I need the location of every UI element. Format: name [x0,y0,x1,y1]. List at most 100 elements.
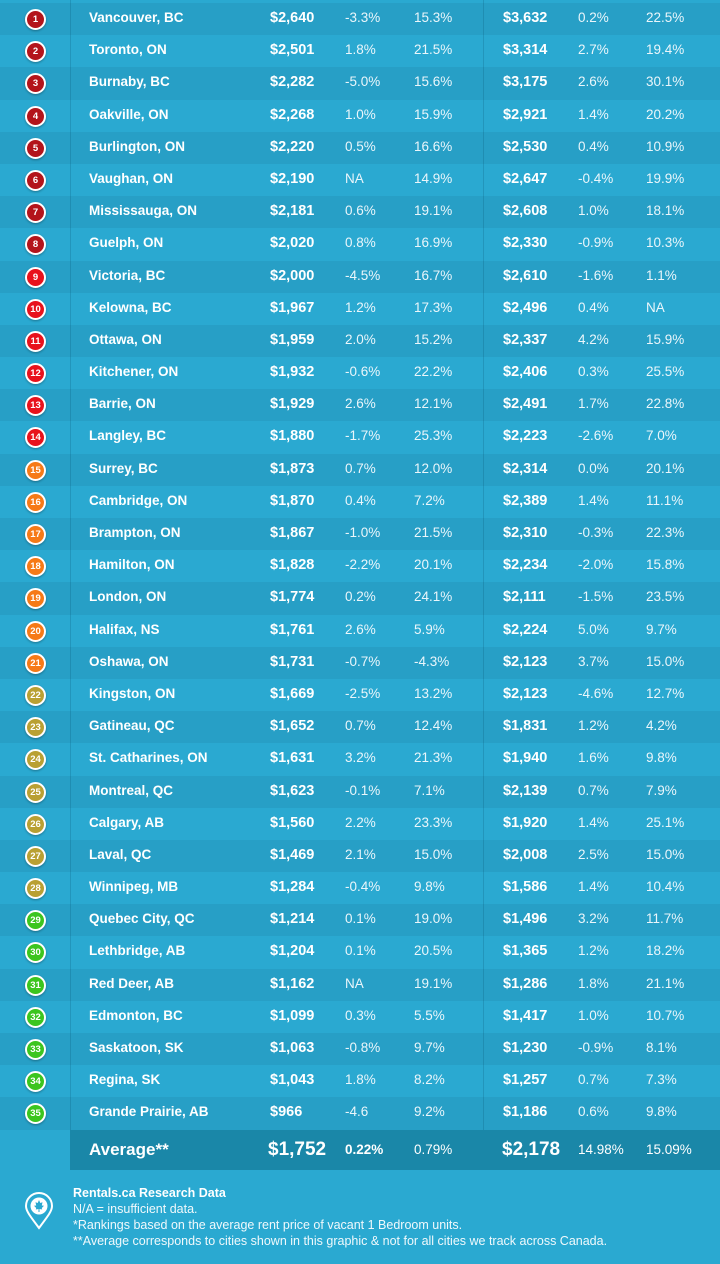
table-row: 22 Kingston, ON $1,669 -2.5% 13.2% $2,123 -4.6… [0,678,720,712]
table-row: 31 Red Deer, AB $1,162 NA 19.1% $1,286 1.8% 21.… [0,968,720,1001]
one-bedroom-monthly-change: -2.5% [345,685,381,701]
table-row: 18 Hamilton, ON $1,828 -2.2% 20.1% $2,234 -2.0… [0,550,720,583]
two-bedroom-price: $2,608 [503,203,548,220]
two-bedroom-yearly-change: 19.4% [646,42,685,58]
one-bedroom-monthly-change: 1.8% [345,1072,376,1088]
one-bedroom-price: $1,469 [270,846,315,863]
one-bedroom-price: $1,284 [270,879,315,896]
rank-badge: 28 [25,878,46,900]
two-bedroom-monthly-change: 1.2% [578,718,609,734]
two-bedroom-price: $2,406 [503,364,548,381]
rank-badge: 34 [25,1071,46,1093]
city-name: Burnaby, BC [89,74,170,90]
one-bedroom-yearly-change: 24.1% [414,589,453,605]
table-row: 21 Oshawa, ON $1,731 -0.7% -4.3% $2,123 3.7% 15… [0,646,720,679]
city-name: Montreal, QC [89,782,174,798]
rank-badge: 21 [25,652,46,674]
one-bedroom-monthly-change: 0.3% [345,1007,376,1023]
footer-notes: Rentals.ca Research Data N/A = insuffici… [73,1185,607,1249]
two-bedroom-price: $3,175 [503,74,548,91]
table-row: 26 Calgary, AB $1,560 2.2% 23.3% $1,920 1.4% 25… [0,807,720,840]
city-name: St. Catharines, ON [89,750,208,766]
average-2br-monthly: 14.98% [578,1142,624,1157]
one-bedroom-price: $1,214 [270,911,315,928]
one-bedroom-price: $966 [270,1104,303,1121]
one-bedroom-price: $1,932 [270,364,315,381]
rank-badge: 9 [25,266,46,288]
one-bedroom-yearly-change: 5.9% [414,621,445,637]
one-bedroom-yearly-change: -4.3% [414,653,450,669]
rank-badge: 10 [25,298,46,320]
table-row: 2 Toronto, ON $2,501 1.8% 21.5% $3,314 2.7% 19.… [0,35,720,68]
table-row: 23 Gatineau, QC $1,652 0.7% 12.4% $1,831 1.2% 4… [0,711,720,744]
city-name: Grande Prairie, AB [89,1104,209,1120]
rank-badge: 13 [25,395,46,417]
one-bedroom-yearly-change: 20.1% [414,557,453,573]
map-pin-maple-leaf-icon [24,1192,54,1230]
table-row: 9 Victoria, BC $2,000 -4.5% 16.7% $2,610 -1.6%… [0,260,720,293]
one-bedroom-price: $1,967 [270,299,315,316]
rank-badge: 19 [25,588,46,610]
city-name: Gatineau, QC [89,718,175,734]
two-bedroom-price: $1,230 [503,1040,548,1056]
two-bedroom-yearly-change: 9.8% [646,750,677,766]
one-bedroom-yearly-change: 19.1% [414,203,453,219]
city-name: Mississauga, ON [89,203,198,219]
two-bedroom-monthly-change: -0.9% [578,1040,614,1055]
one-bedroom-price: $1,204 [270,943,315,960]
two-bedroom-price: $1,831 [503,718,548,735]
two-bedroom-yearly-change: 19.9% [646,170,685,186]
one-bedroom-yearly-change: 21.3% [414,750,453,766]
rank-badge: 16 [25,491,46,513]
table-row: 25 Montreal, QC $1,623 -0.1% 7.1% $2,139 0.7% 7… [0,775,720,808]
city-name: Brampton, ON [89,525,181,540]
two-bedroom-yearly-change: 7.3% [646,1072,677,1088]
one-bedroom-price: $1,774 [270,589,315,606]
rank-badge: 32 [25,1006,46,1028]
rank-badge: 5 [25,137,46,159]
two-bedroom-monthly-change: -0.3% [578,525,614,540]
one-bedroom-price: $1,873 [270,460,315,477]
one-bedroom-yearly-change: 21.5% [414,42,453,58]
table-row: 4 Oakville, ON $2,268 1.0% 15.9% $2,921 1.4% 20… [0,99,720,132]
two-bedroom-price: $2,123 [503,685,548,702]
one-bedroom-price: $1,560 [270,814,315,831]
city-name: Vancouver, BC [89,10,184,25]
one-bedroom-monthly-change: NA [345,170,364,186]
two-bedroom-monthly-change: 1.7% [578,396,609,412]
table-row: 3 Burnaby, BC $2,282 -5.0% 15.6% $3,175 2.6% 30… [0,67,720,100]
two-bedroom-monthly-change: 2.7% [578,42,609,58]
one-bedroom-monthly-change: -5.0% [345,74,381,90]
two-bedroom-monthly-change: 0.4% [578,299,609,315]
footer-note: N/A = insufficient data. [73,1202,198,1216]
one-bedroom-monthly-change: NA [345,975,364,991]
table-row: 35 Grande Prairie, AB $966 -4.6 9.2% $1,186 0.… [0,1097,720,1130]
table-row: 20 Halifax, NS $1,761 2.6% 5.9% $2,224 5.0% 9.7… [0,614,720,647]
one-bedroom-price: $1,959 [270,331,315,348]
two-bedroom-yearly-change: 7.9% [646,782,677,798]
one-bedroom-yearly-change: 12.1% [414,396,453,412]
rank-badge: 15 [25,459,46,481]
rank-badge: 35 [25,1103,46,1125]
two-bedroom-monthly-change: -2.6% [578,428,614,444]
city-name: Quebec City, QC [89,911,195,927]
footer-title: Rentals.ca Research Data [73,1186,226,1200]
one-bedroom-yearly-change: 5.5% [414,1007,445,1023]
one-bedroom-monthly-change: 0.1% [345,943,376,959]
table-row: 15 Surrey, BC $1,873 0.7% 12.0% $2,314 0.0% 20.… [0,453,720,486]
two-bedroom-yearly-change: 23.5% [646,589,685,605]
one-bedroom-monthly-change: -1.0% [345,525,381,540]
two-bedroom-price: $1,417 [503,1007,548,1024]
footer-note: *Rankings based on the average rent pric… [73,1218,463,1232]
table-row: 12 Kitchener, ON $1,932 -0.6% 22.2% $2,406 0.3… [0,357,720,390]
table-row: 32 Edmonton, BC $1,099 0.3% 5.5% $1,417 1.0% 10… [0,1000,720,1033]
one-bedroom-price: $1,623 [270,782,315,799]
one-bedroom-price: $1,870 [270,492,315,509]
one-bedroom-price: $1,929 [270,396,315,413]
two-bedroom-yearly-change: NA [646,299,665,315]
one-bedroom-price: $1,761 [270,621,315,638]
one-bedroom-price: $2,268 [270,106,315,123]
rank-badge: 18 [25,556,46,578]
two-bedroom-yearly-change: 11.7% [646,911,684,927]
two-bedroom-price: $2,491 [503,396,548,413]
